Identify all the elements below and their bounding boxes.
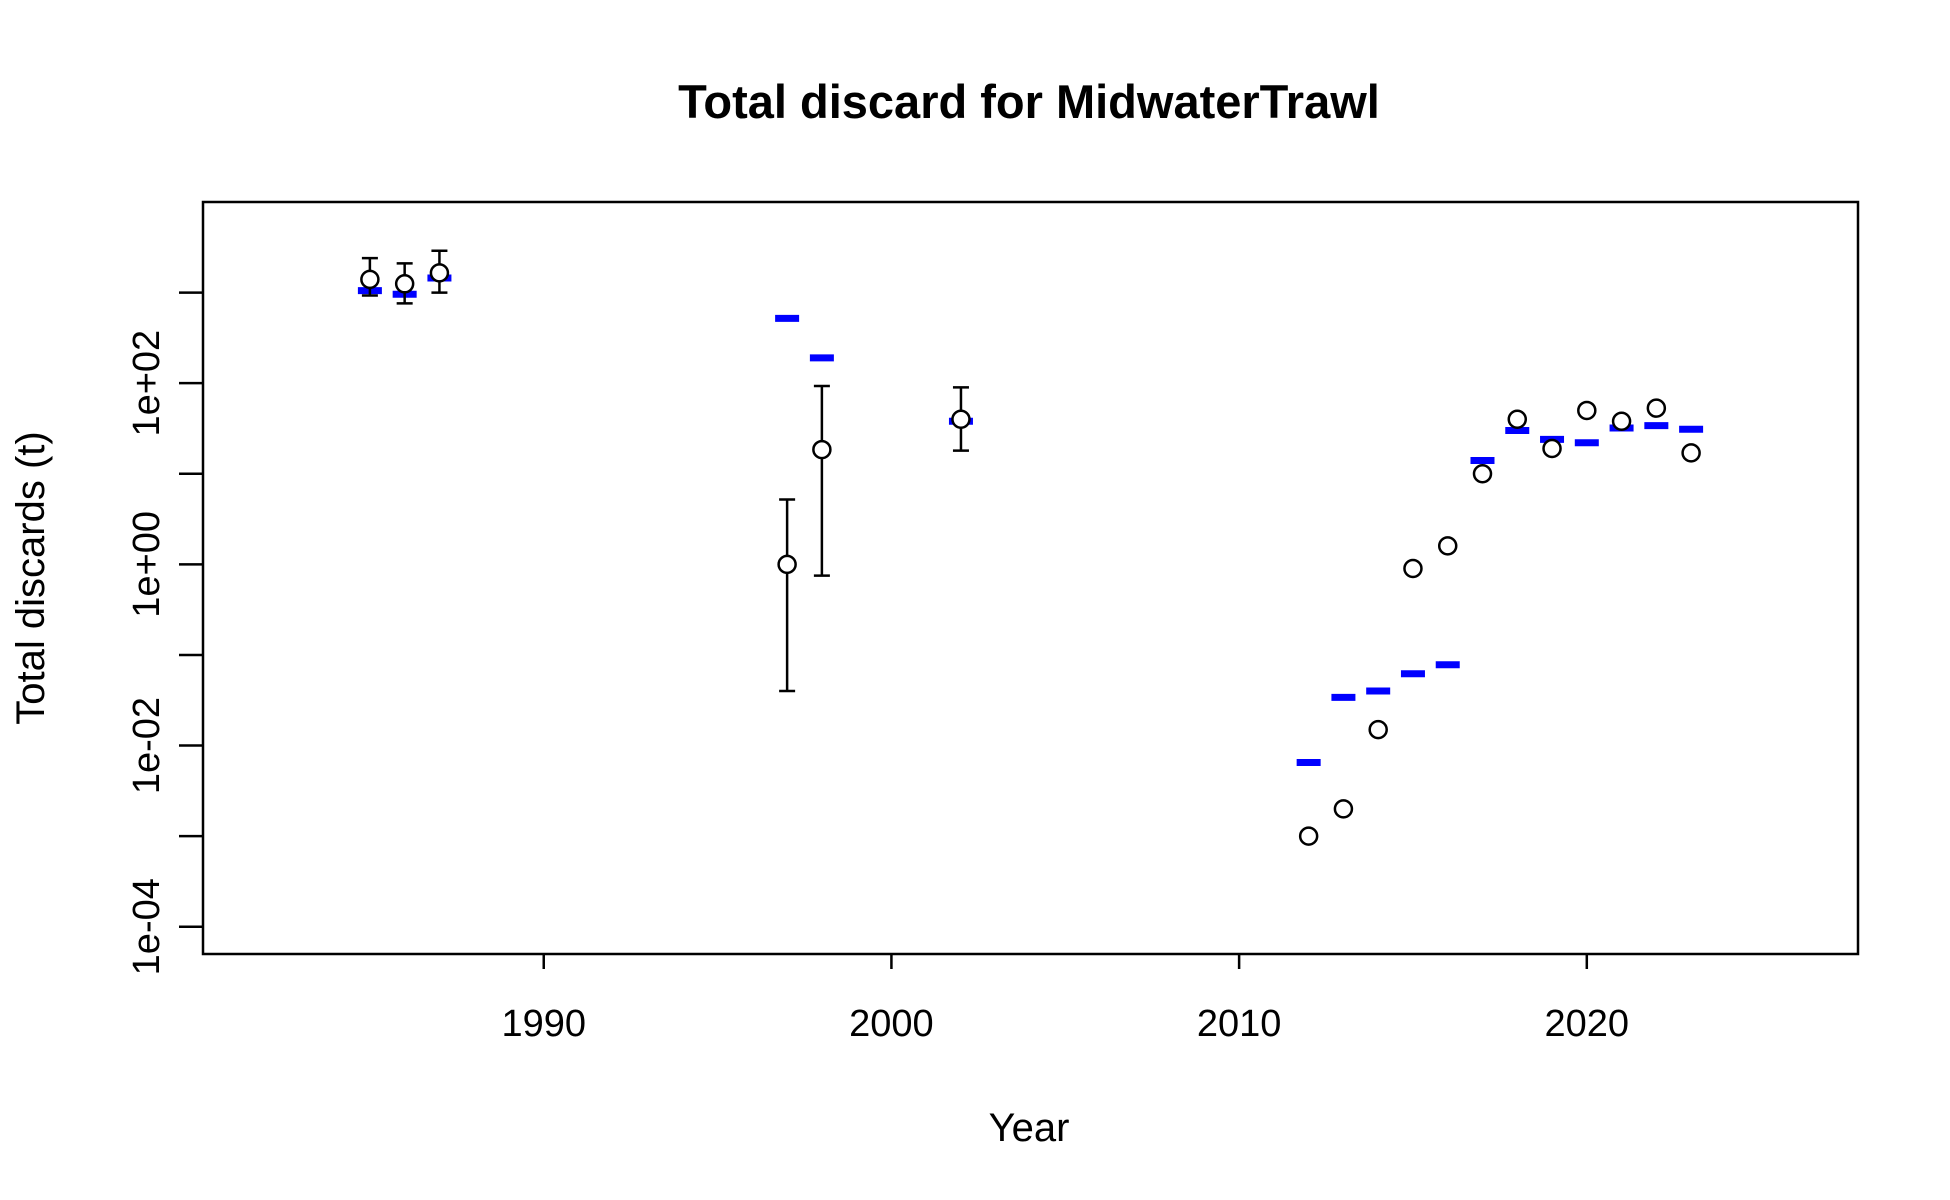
observed-point [360, 269, 380, 290]
observed-point [429, 263, 450, 283]
observed-point [394, 274, 415, 294]
observed-point [951, 409, 971, 429]
x-tick-label: 1990 [501, 1003, 586, 1045]
observed-point [1681, 443, 1701, 463]
plot-area-border [201, 200, 1860, 956]
observed-point [1577, 400, 1597, 421]
x-axis-label: Year [989, 1106, 1070, 1150]
chart-marks [357, 249, 1704, 846]
y-tick-label: 1e+00 [126, 511, 168, 618]
y-axis: 1e-04 1e-02 1e+00 1e+02 [126, 291, 203, 975]
x-tick-label: 2000 [849, 1003, 934, 1045]
observed-point [1368, 719, 1388, 740]
observed-point [1298, 826, 1319, 846]
y-tick-label: 1e-02 [126, 697, 168, 794]
observed-point [1611, 411, 1632, 432]
y-tick-label: 1e+02 [126, 330, 168, 437]
chart-title: Total discard for MidwaterTrawl [678, 75, 1380, 128]
observed-point [1542, 438, 1562, 459]
x-tick-label: 2020 [1545, 1003, 1630, 1045]
x-axis: 1990 2000 2010 2020 [501, 954, 1629, 1045]
observed-point [812, 439, 832, 460]
observed-point [1333, 799, 1354, 819]
observed-point [1472, 464, 1493, 484]
observed-point [777, 554, 797, 575]
y-axis-label: Total discards (t) [9, 431, 53, 724]
observed-point [1507, 409, 1528, 429]
y-tick-label: 1e-04 [126, 878, 168, 975]
x-tick-label: 2010 [1197, 1003, 1282, 1045]
observed-point [1437, 536, 1458, 556]
observed-point [1646, 398, 1667, 418]
observed-point [1403, 558, 1423, 579]
